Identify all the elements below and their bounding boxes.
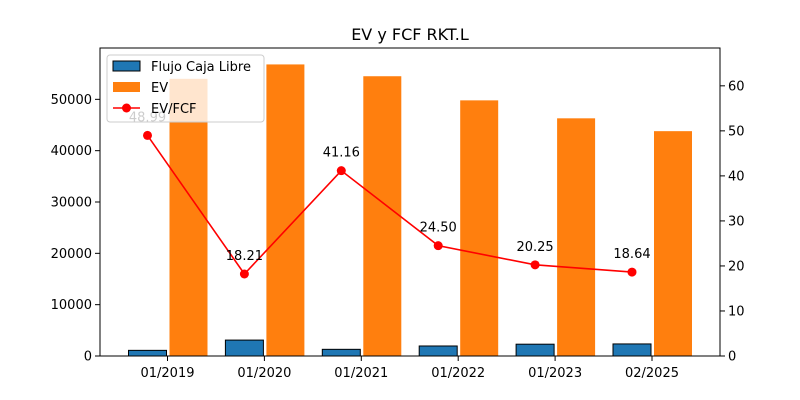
bar-ev-1: [266, 64, 305, 356]
bar-fcf-3: [418, 345, 458, 357]
x-tick-label-4: 01/2023: [528, 366, 582, 381]
bars-layer: [128, 64, 692, 357]
legend-swatch-fcf: [112, 60, 141, 72]
data-label-ev-fcf-2: 41.16: [323, 146, 360, 161]
y-left-tick-label-3: 30000: [51, 196, 92, 211]
data-label-ev-fcf-1: 18.21: [226, 249, 263, 264]
y-left-tick-label-1: 10000: [51, 298, 92, 313]
data-label-ev-fcf-5: 18.64: [613, 247, 650, 262]
point-ev-fcf-0: [143, 130, 152, 140]
y-right-tick-label-2: 20: [728, 259, 745, 274]
bar-fcf-4: [515, 343, 555, 357]
bar-fcf-5: [612, 343, 652, 357]
legend-label-ev-fcf: EV/FCF: [151, 102, 197, 117]
legend-label-fcf: Flujo Caja Libre: [151, 60, 251, 75]
x-tick-label-3: 01/2022: [431, 366, 485, 381]
legend: Flujo Caja Libre EV EV/FCF: [106, 54, 265, 123]
point-ev-fcf-1: [239, 269, 249, 279]
data-label-ev-fcf-3: 24.50: [420, 221, 457, 236]
y-left-tick-label-0: 0: [84, 350, 92, 365]
chart-title: EV y FCF RKT.L: [351, 25, 469, 44]
legend-swatch-ev: [113, 82, 140, 92]
bar-fcf-1: [224, 339, 264, 357]
y-right-tick-label-6: 60: [728, 79, 745, 94]
legend-swatch-ev-fcf-marker: [122, 103, 131, 113]
bar-ev-3: [460, 100, 499, 356]
x-tick-label-5: 02/2025: [625, 366, 679, 381]
y-right-tick-label-5: 50: [728, 124, 745, 139]
bar-fcf-2: [321, 348, 361, 357]
y-right-tick-label-0: 0: [728, 350, 736, 365]
y-left-tick-label-4: 40000: [51, 144, 92, 159]
bar-ev-2: [363, 76, 402, 356]
bar-fcf-0: [128, 349, 167, 357]
line-ev-fcf: [146, 134, 633, 276]
legend-label-ev: EV: [151, 81, 168, 96]
x-tick-label-2: 01/2021: [334, 366, 388, 381]
point-ev-fcf-2: [336, 166, 346, 176]
bar-ev-0: [169, 78, 208, 357]
bar-ev-4: [557, 118, 596, 357]
point-ev-fcf-3: [433, 241, 443, 251]
legend-box: [106, 54, 265, 123]
x-tick-label-0: 01/2019: [140, 366, 194, 381]
point-ev-fcf-4: [530, 260, 540, 270]
y-left-tick-label-2: 20000: [51, 247, 92, 262]
axes-layer: 0 10000 20000 30000 40000 50000 0 10 20 30 40 50 60 0…: [51, 47, 745, 381]
x-tick-label-1: 01/2020: [237, 366, 291, 381]
y-right-tick-label-3: 30: [728, 214, 745, 229]
y-right-tick-label-4: 40: [728, 169, 745, 184]
bar-ev-5: [654, 131, 692, 356]
y-left-tick-label-5: 50000: [51, 93, 92, 108]
y-right-tick-label-1: 10: [728, 304, 745, 319]
data-label-ev-fcf-4: 20.25: [516, 240, 553, 255]
point-ev-fcf-5: [627, 267, 637, 277]
